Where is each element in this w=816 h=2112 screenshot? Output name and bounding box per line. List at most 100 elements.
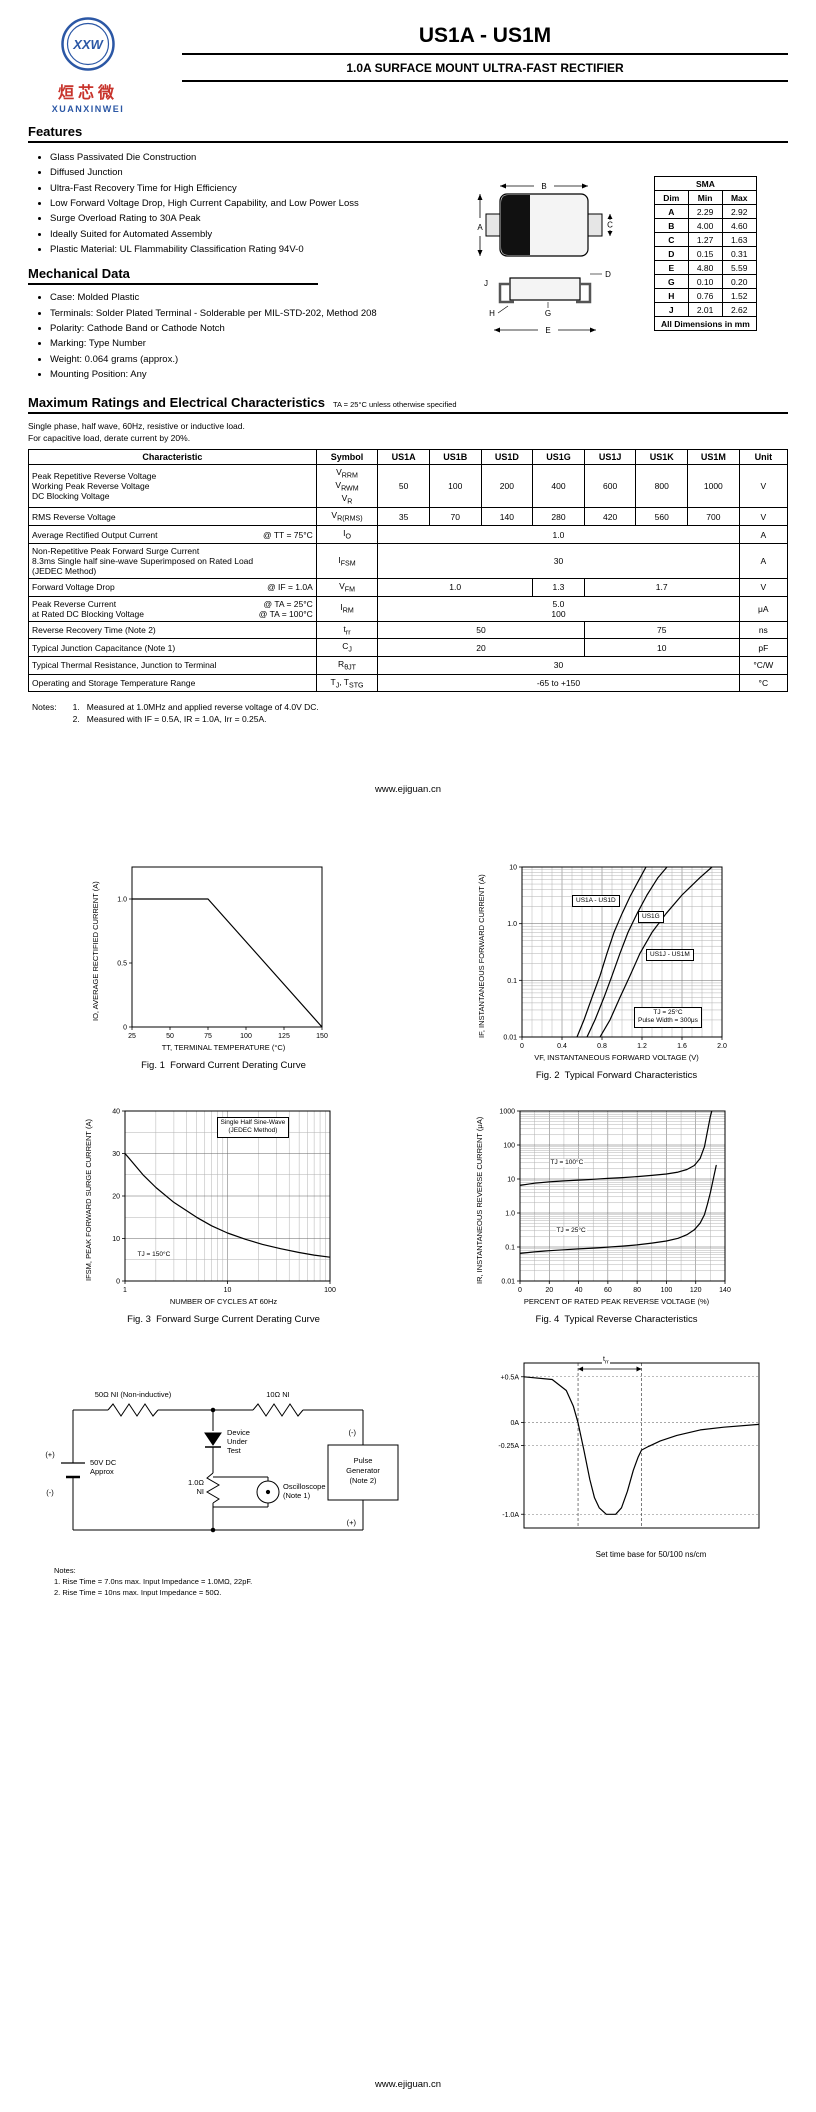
circuit-notes: Notes: 1. Rise Time = 7.0ns max. Input I… bbox=[28, 1566, 470, 1599]
fig2-label-us1j-us1m: US1J - US1M bbox=[646, 949, 694, 962]
svg-text:1.0: 1.0 bbox=[117, 897, 127, 904]
value-cell: 1.0 bbox=[377, 525, 740, 544]
circuit-pg-line1: Pulse bbox=[354, 1456, 373, 1465]
value-cell: 10 bbox=[583, 638, 740, 657]
mechanical-list: Case: Molded Plastic Terminals: Solder P… bbox=[28, 292, 454, 381]
value-cell: 280 bbox=[532, 507, 585, 527]
feature-item: Ideally Suited for Automated Assembly bbox=[50, 229, 454, 241]
fig2-ticks: 0 0.4 0.8 1.2 1.6 2.0 0.01 0.1 1.0 10 bbox=[503, 865, 727, 1051]
ratings-col: US1K bbox=[635, 449, 689, 466]
fig1-series bbox=[132, 898, 322, 1028]
fig3-canvas: 1 10 100 0 10 20 30 40 bbox=[112, 1109, 336, 1295]
circuit-plus-right: (+) bbox=[347, 1518, 357, 1527]
fig5-plot-area: +0.5A 0A -0.25A -1.0A trr bbox=[484, 1355, 788, 1544]
fig3-temp-label: TJ = 150°C bbox=[136, 1251, 172, 1260]
dim-h-label: H bbox=[489, 309, 495, 318]
svg-text:0.8: 0.8 bbox=[597, 1043, 607, 1050]
svg-text:100: 100 bbox=[503, 1143, 515, 1150]
waveform-block: +0.5A 0A -0.25A -1.0A trr Set time base for… bbox=[484, 1355, 788, 1599]
value-cell: 30 bbox=[377, 542, 740, 579]
characteristic-cell: RMS Reverse Voltage bbox=[28, 507, 317, 527]
ratings-row-temp: Operating and Storage Temperature Range … bbox=[28, 673, 789, 693]
feature-item: Plastic Material: UL Flammability Classi… bbox=[50, 244, 454, 256]
fig5-grid bbox=[524, 1363, 759, 1529]
symbol-cell: TJ, TSTG bbox=[315, 673, 379, 693]
symbol-cell: IRM bbox=[315, 595, 379, 622]
sma-cell: 2.92 bbox=[721, 204, 757, 219]
unit-cell: μA bbox=[738, 595, 789, 622]
notes-lines: 1. Measured at 1.0MHz and applied revers… bbox=[73, 702, 319, 726]
fig2-label-us1g: US1G bbox=[638, 911, 664, 924]
svg-text:1.6: 1.6 bbox=[677, 1043, 687, 1050]
header-right: US1A - US1M 1.0A SURFACE MOUNT ULTRA-FAS… bbox=[182, 16, 788, 82]
svg-text:0A: 0A bbox=[510, 1420, 519, 1427]
fig3-x-axis-label: NUMBER OF CYCLES AT 60Hz bbox=[169, 1297, 278, 1307]
value-cell: 70 bbox=[428, 507, 482, 527]
svg-text:0: 0 bbox=[116, 1279, 120, 1286]
symbol-cell: trr bbox=[315, 620, 379, 640]
fig2-caption: Fig. 2 Typical Forward Characteristics bbox=[535, 1070, 698, 1082]
svg-text:20: 20 bbox=[545, 1287, 553, 1294]
sma-col-min: Min bbox=[687, 190, 723, 205]
fig2-x-axis-label: VF, INSTANTANEOUS FORWARD VOLTAGE (V) bbox=[534, 1053, 699, 1063]
svg-text:150: 150 bbox=[316, 1033, 328, 1040]
svg-text:0.1: 0.1 bbox=[507, 978, 517, 985]
note-item: 1. Measured at 1.0MHz and applied revers… bbox=[72, 702, 319, 713]
unit-cell: V bbox=[738, 464, 789, 509]
svg-text:-0.25A: -0.25A bbox=[498, 1443, 519, 1450]
svg-text:125: 125 bbox=[278, 1033, 290, 1040]
feature-item: Surge Overload Rating to 30A Peak bbox=[50, 213, 454, 225]
value-cell: 50 bbox=[377, 620, 585, 640]
svg-text:75: 75 bbox=[204, 1033, 212, 1040]
circuit-dut-line1: Device bbox=[227, 1428, 250, 1437]
fig3-caption: Fig. 3 Forward Surge Current Derating Cu… bbox=[127, 1314, 320, 1326]
note-item: 2. Measured with IF = 0.5A, IR = 1.0A, I… bbox=[72, 714, 267, 725]
website-link-footer[interactable]: www.ejiguan.cn bbox=[374, 2079, 441, 2090]
left-column: Glass Passivated Die Construction Diffus… bbox=[28, 150, 454, 385]
website-link-mid[interactable]: www.ejiguan.cn bbox=[374, 784, 441, 796]
fig4-grid bbox=[519, 1111, 725, 1282]
sma-cell: 4.80 bbox=[687, 260, 723, 275]
svg-text:60: 60 bbox=[603, 1287, 611, 1294]
svg-text:1.0: 1.0 bbox=[505, 1211, 515, 1218]
value-cell: 420 bbox=[583, 507, 637, 527]
fig1-canvas: 25 50 75 100 125 150 0 0.5 1.0 bbox=[117, 866, 328, 1040]
sma-title: SMA bbox=[654, 176, 757, 191]
svg-text:0: 0 bbox=[123, 1025, 127, 1032]
dim-e-label: E bbox=[545, 326, 550, 335]
brand-name-cn: 烜芯微 bbox=[57, 85, 118, 102]
circuit-note-item: 1. Rise Time = 7.0ns max. Input Impedanc… bbox=[54, 1577, 253, 1587]
dim-g-label: G bbox=[545, 309, 551, 318]
value-cell: 20 bbox=[377, 638, 585, 657]
circuit-plus-left: (+) bbox=[45, 1450, 55, 1459]
circuit-note-item: 2. Rise Time = 10ns max. Input Impedance… bbox=[54, 1588, 222, 1598]
fig4-plot-area: 0 20 40 60 80 100 120 140 0.01 0.1 1.0 10 100 1000 TJ… bbox=[486, 1103, 735, 1297]
fig2-plot: 0 0.4 0.8 1.2 1.6 2.0 0.01 0.1 1.0 10 bbox=[488, 859, 732, 1053]
fig1-caption: Fig. 1 Forward Current Derating Curve bbox=[141, 1060, 306, 1072]
sma-cell: E bbox=[654, 260, 689, 275]
sma-cell: 0.10 bbox=[687, 274, 723, 289]
svg-text:40: 40 bbox=[574, 1287, 582, 1294]
fig4-canvas: 0 20 40 60 80 100 120 140 0.01 0.1 1.0 10 100 1000 bbox=[499, 1109, 731, 1295]
svg-text:40: 40 bbox=[112, 1109, 120, 1116]
feature-item: Diffused Junction bbox=[50, 167, 454, 179]
ratings-intro: Single phase, half wave, 60Hz, resistive… bbox=[28, 421, 788, 444]
svg-text:0.01: 0.01 bbox=[501, 1279, 515, 1286]
test-circuit-block: 50Ω NI (Non-inductive) 10Ω NI (+) (-) 50… bbox=[28, 1355, 470, 1599]
ratings-table: Characteristic Symbol US1A US1B US1D US1… bbox=[28, 449, 789, 693]
svg-text:0.1: 0.1 bbox=[505, 1245, 515, 1252]
mechanical-item: Mounting Position: Any bbox=[50, 369, 454, 381]
test-circuit-row: 50Ω NI (Non-inductive) 10Ω NI (+) (-) 50… bbox=[28, 1355, 788, 1599]
dim-c-label: C bbox=[607, 221, 613, 230]
symbol-cell: IO bbox=[315, 525, 379, 544]
svg-text:0.01: 0.01 bbox=[503, 1035, 517, 1042]
notes-label: Notes: bbox=[32, 702, 57, 713]
fig2-note-box: TJ = 25°C Pulse Width = 300μs bbox=[634, 1007, 702, 1028]
fig4-series bbox=[519, 1111, 717, 1255]
ratings-col: US1D bbox=[480, 449, 534, 466]
top-grid: Glass Passivated Die Construction Diffus… bbox=[28, 150, 788, 385]
ratings-col: US1A bbox=[377, 449, 430, 466]
unit-cell: A bbox=[738, 542, 789, 579]
unit-cell: V bbox=[738, 507, 789, 527]
ratings-row-cj: Typical Junction Capacitance (Note 1) CJ… bbox=[28, 638, 789, 657]
